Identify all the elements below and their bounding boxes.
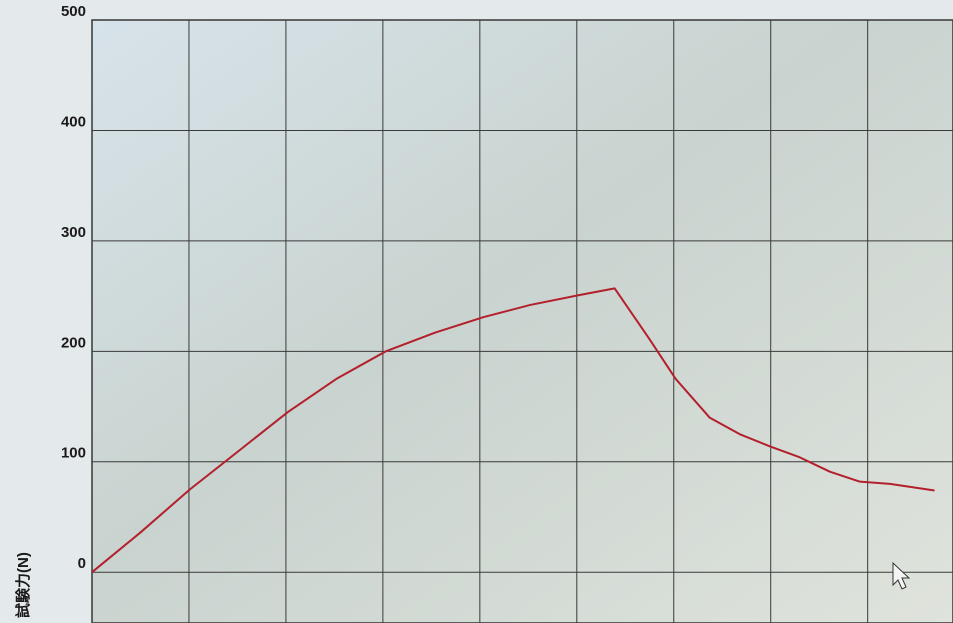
chart: 試験力(N) 0 100 200 300 400 500 — [0, 0, 953, 623]
plot-area — [92, 20, 953, 623]
y-tick-label: 100 — [61, 445, 86, 462]
y-tick-label: 400 — [61, 113, 86, 130]
page: {"chart_data": {"type": "line", "y_label… — [0, 0, 953, 623]
y-tick-label: 0 — [78, 555, 86, 572]
y-tick-label: 300 — [61, 224, 86, 241]
y-tick-label: 500 — [61, 3, 86, 20]
y-tick-label: 200 — [61, 334, 86, 351]
y-axis-label: 試験力(N) — [14, 552, 32, 618]
